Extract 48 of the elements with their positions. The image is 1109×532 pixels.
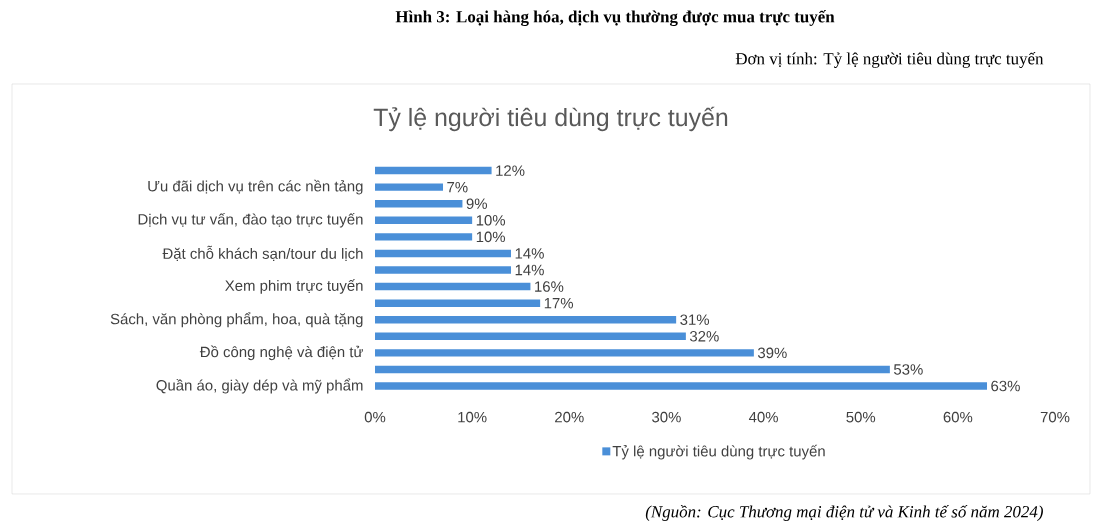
bar: [375, 216, 473, 225]
data-label: 63%: [991, 380, 1020, 392]
y-tick-label: Quần áo, giày dép và mỹ phẩm: [156, 378, 363, 394]
bar: [375, 266, 512, 274]
data-label: 12%: [496, 165, 525, 176]
bar: [375, 233, 473, 241]
data-label: 14%: [515, 248, 544, 259]
y-tick-label: Dịch vụ tư vấn, đào tạo trực tuyến: [138, 213, 363, 228]
chart-title: Hình 3: Loại hàng hóa, dịch vụ thường được mua trực tuyến: [395, 9, 835, 27]
y-tick-label: Đặt chỗ khách sạn/tour du lịch: [162, 245, 363, 262]
data-label: 32%: [689, 331, 719, 342]
bar: [375, 249, 512, 258]
bar: [375, 332, 686, 341]
x-tick-label: 30%: [652, 411, 681, 423]
data-label: 53%: [893, 364, 923, 375]
x-tick-label: 20%: [555, 411, 584, 423]
y-tick-label: Đồ công nghệ và điện tử: [199, 345, 363, 361]
data-label: 31%: [680, 314, 710, 325]
bar: [375, 282, 531, 291]
data-label: 16%: [535, 281, 564, 292]
bar: [375, 349, 754, 357]
bar: [375, 183, 444, 191]
y-tick-label: Xem phim trực tuyến: [225, 279, 363, 294]
x-tick-label: 0%: [364, 411, 386, 423]
text: Tỷ lệ người tiêu dùng trực tuyến: [373, 106, 728, 132]
x-tick-label: 60%: [943, 411, 973, 423]
x-tick-label: 50%: [846, 411, 876, 423]
data-label: 7%: [447, 181, 468, 193]
bar: [375, 166, 492, 175]
x-tick-label: 70%: [1040, 411, 1070, 423]
y-tick-label: Sách, văn phòng phẩm, hoa, quà tặng: [110, 312, 363, 328]
x-tick-label: 10%: [458, 411, 487, 423]
x-tick-label: 40%: [748, 411, 778, 423]
data-label: 10%: [476, 231, 506, 243]
chart-subtitle: Đơn vị tính: Tỷ lệ người tiêu dùng trực tuyến: [735, 52, 1044, 68]
bar: [375, 199, 463, 208]
bar: [375, 365, 890, 374]
bar: [375, 382, 988, 390]
y-tick-label: Ưu đãi dịch vụ trên các nền tảng: [148, 179, 363, 195]
bar: [375, 299, 541, 307]
text: (Nguồn: Cục Thương mại điện tử và Kinh tế số năm 2024): [645, 505, 1043, 521]
data-label: 9%: [466, 198, 488, 209]
data-label: 17%: [544, 297, 574, 309]
data-label: 10%: [476, 215, 506, 226]
bar: [375, 315, 677, 324]
data-label: 14%: [515, 264, 544, 276]
data-label: 39%: [757, 347, 787, 359]
legend-label: Tỷ lệ người tiêu dùng trực tuyến: [612, 444, 825, 460]
